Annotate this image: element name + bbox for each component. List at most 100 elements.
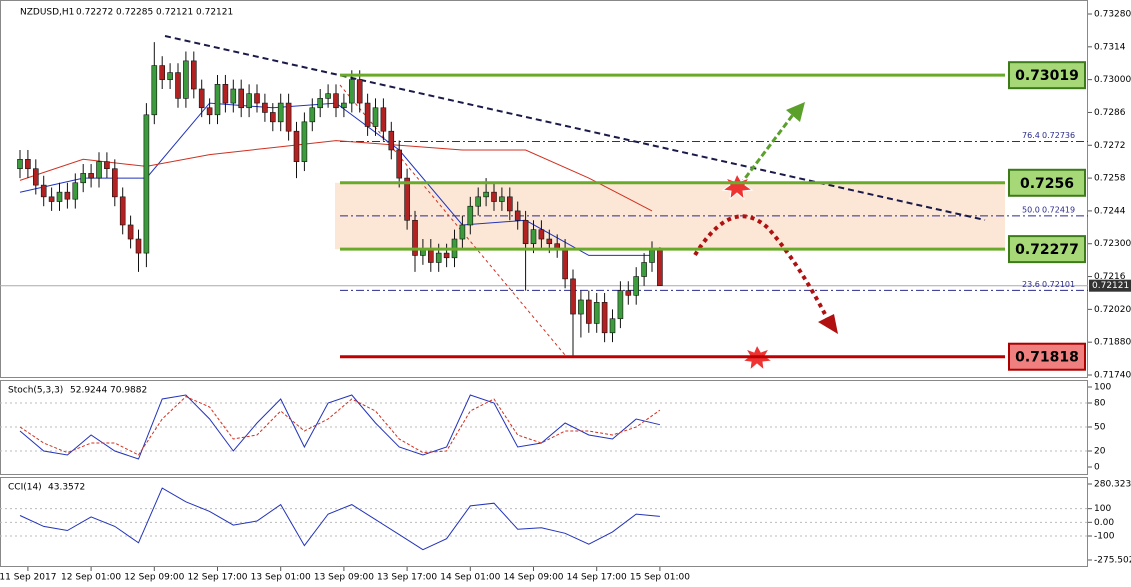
candle-body (506, 196, 513, 212)
level-box (1008, 61, 1086, 90)
y-tick-label: 0 (1094, 463, 1100, 473)
candle-body (625, 290, 632, 296)
x-tick-label: 14 Sep 09:00 (503, 573, 563, 583)
x-tick-label: 13 Sep 09:00 (314, 573, 374, 583)
candle-body (530, 229, 537, 245)
candle-body (364, 102, 371, 127)
y-tick-label: 50 (1094, 423, 1106, 433)
down-arrow-head (818, 314, 838, 334)
y-tick-label: 100 (1094, 504, 1111, 514)
candle-body (135, 238, 142, 254)
stoch-title: Stoch(5,3,3) (8, 386, 63, 396)
candle-body (435, 252, 442, 263)
up-arrow-head (786, 102, 805, 122)
fib-diagonal (339, 84, 566, 356)
candle-body (277, 102, 284, 123)
candle-body (167, 72, 173, 80)
candle-body (562, 248, 568, 280)
candle-body (112, 168, 118, 198)
x-tick-label: 12 Sep 17:00 (187, 573, 247, 583)
candle-body (246, 93, 252, 109)
symbol: NZDUSD,H1 (20, 8, 74, 18)
candle-body (546, 238, 553, 245)
candle-body (214, 84, 221, 116)
moving-average (19, 140, 653, 212)
candle-body (649, 249, 655, 263)
price-tag-label: 0.72121 (1092, 281, 1129, 291)
candle-body (32, 168, 39, 186)
y-tick-label: 0.00 (1094, 518, 1114, 528)
y-tick-label: 0.73000 (1094, 75, 1131, 85)
candle-body (578, 299, 584, 315)
candle-body (17, 159, 23, 170)
candle-body (143, 114, 150, 254)
y-tick-label: 0.72300 (1094, 239, 1131, 249)
x-tick-label: 14 Sep 17:00 (567, 573, 627, 583)
y-tick-label: 0.71740 (1094, 371, 1131, 381)
x-tick-label: 11 Sep 2017 (0, 573, 56, 583)
candle-body (372, 107, 379, 127)
candle-body (56, 191, 63, 202)
low-value: 0.72121 (156, 8, 193, 18)
cci-value: 43.3572 (48, 483, 85, 493)
candle-body (198, 88, 205, 109)
candle-body (301, 121, 308, 162)
candle-body (657, 249, 663, 286)
candle-body (467, 205, 474, 226)
cci-panel (0, 477, 1088, 567)
y-tick-label: 0.73280 (1094, 10, 1131, 20)
fib-value: 0.72419 (1042, 205, 1075, 214)
level-label: 0.72277 (1015, 242, 1079, 258)
up-arrow (738, 111, 797, 186)
trend-line (164, 35, 986, 221)
candle-body (459, 224, 466, 240)
candle-body (593, 302, 600, 324)
y-tick-label: 0.7216 (1094, 272, 1126, 282)
cci-title: CCI(14) (8, 483, 42, 493)
candle-body (191, 60, 197, 90)
x-tick-label: 14 Sep 01:00 (440, 573, 500, 583)
fib-value: 0.72101 (1042, 280, 1075, 289)
candle-body (293, 130, 300, 162)
burst (721, 172, 754, 201)
x-tick-label: 13 Sep 01:00 (251, 573, 311, 583)
candle-body (254, 93, 260, 104)
y-tick-label: 0.71880 (1094, 338, 1131, 348)
candle-body (206, 107, 213, 116)
y-tick-label: -100 (1094, 532, 1115, 542)
high-value: 0.72285 (116, 8, 153, 18)
open-value: 0.72272 (76, 8, 113, 18)
y-tick-label: 0.7314 (1094, 42, 1126, 52)
y-tick-label: 0.7244 (1094, 206, 1126, 216)
candle-body (88, 173, 94, 179)
candle-body (48, 196, 55, 202)
level-label: 0.73019 (1015, 68, 1079, 84)
stoch-main-value: 52.9244 (70, 386, 107, 396)
candle-body (80, 173, 86, 184)
level-label: 0.71818 (1015, 350, 1079, 366)
candle-body (617, 290, 624, 320)
candle-body (570, 278, 576, 315)
candle-body (269, 112, 276, 123)
candle-body (499, 196, 505, 202)
candle-body (333, 93, 339, 109)
stoch-panel (0, 380, 1088, 475)
x-tick-label: 12 Sep 01:00 (61, 573, 121, 583)
y-tick-label: -275.5023 (1094, 556, 1131, 566)
candle-body (522, 219, 529, 245)
candle-body (633, 276, 640, 296)
candle-body (230, 88, 237, 104)
candle-body (183, 60, 189, 99)
close-value: 0.72121 (196, 8, 233, 18)
candle-body (585, 299, 592, 324)
level-box (1008, 235, 1086, 264)
candle-body (601, 302, 608, 334)
candle-body (325, 93, 331, 99)
candle-body (641, 262, 647, 277)
candle-body (25, 159, 31, 170)
candle-body (538, 229, 545, 240)
candle-body (104, 161, 110, 170)
candle-body (475, 196, 482, 207)
candle-body (175, 72, 181, 99)
candle-body (238, 88, 244, 109)
